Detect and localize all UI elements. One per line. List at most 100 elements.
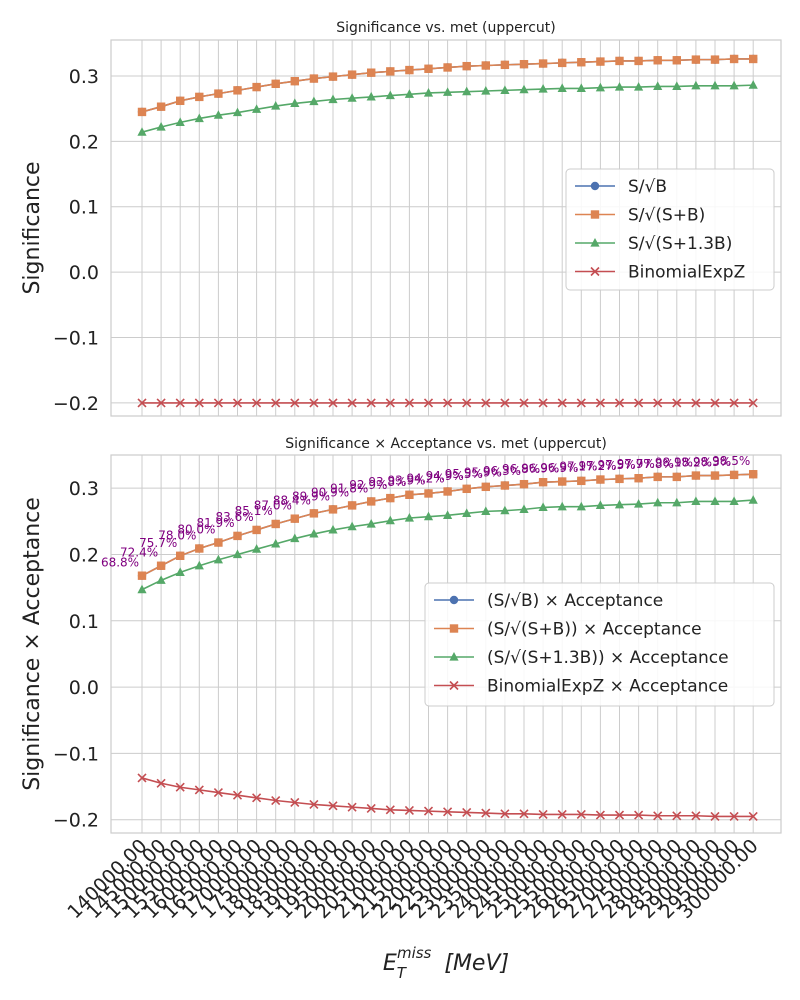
acceptance-label: 88.4%	[273, 493, 311, 507]
acceptance-label: 97.1%	[559, 460, 597, 474]
acceptance-label: 98.2%	[674, 456, 712, 470]
data-point	[175, 398, 185, 408]
data-point	[595, 82, 605, 92]
data-point	[653, 56, 662, 65]
data-point	[672, 398, 682, 408]
y-axis-label: Significance	[20, 161, 45, 294]
y-axis-label: Significance × Acceptance	[20, 497, 45, 791]
data-point	[634, 398, 644, 408]
data-point	[615, 56, 624, 66]
data-point	[404, 398, 414, 408]
data-point	[538, 502, 548, 511]
data-point	[462, 398, 472, 408]
axes-frame	[110, 39, 782, 417]
data-point	[366, 803, 376, 814]
data-point	[176, 96, 185, 106]
data-point	[595, 810, 605, 820]
data-point	[596, 475, 605, 484]
y-tick-label: 0.3	[69, 478, 99, 500]
data-point	[156, 121, 166, 131]
data-point	[252, 544, 262, 553]
data-point	[271, 795, 281, 806]
data-point	[577, 476, 586, 486]
data-point	[290, 76, 299, 86]
data-point	[328, 801, 338, 811]
data-point	[213, 787, 223, 798]
data-point	[309, 96, 319, 106]
legend-marker	[449, 652, 459, 661]
data-point	[500, 60, 510, 70]
data-point	[328, 524, 338, 534]
data-point	[194, 785, 204, 795]
data-point	[194, 113, 204, 123]
data-point	[481, 61, 490, 70]
acceptance-label: 96.3%	[483, 464, 521, 478]
data-point	[366, 91, 376, 101]
data-point	[749, 470, 758, 479]
acceptance-label: 87.0%	[254, 499, 292, 513]
y-tick-label: 0.0	[69, 262, 99, 284]
data-point	[195, 544, 204, 553]
data-point	[729, 54, 739, 64]
y-tick-label: 0.3	[69, 66, 99, 88]
data-point	[634, 82, 644, 91]
acceptance-label: 95.9%	[464, 466, 502, 480]
acceptance-label: 94.2%	[407, 471, 445, 485]
y-tick-label: −0.1	[53, 743, 99, 765]
acceptance-label: 90.9%	[311, 485, 349, 499]
acceptance-label: 96.8%	[502, 462, 540, 476]
data-point	[710, 398, 720, 408]
y-tick-label: 0.1	[69, 197, 99, 219]
acceptance-label: 93.9%	[387, 473, 425, 487]
data-point	[691, 55, 701, 64]
x-label-sub: T	[397, 964, 408, 982]
data-point	[405, 65, 414, 75]
acceptance-label: 72.4%	[120, 546, 158, 560]
y-tick-label: −0.2	[53, 393, 99, 415]
data-point	[156, 398, 166, 408]
data-point	[385, 90, 395, 100]
data-point	[558, 477, 567, 486]
data-point	[691, 496, 701, 506]
data-point	[366, 518, 376, 528]
data-point	[576, 501, 586, 511]
data-point	[653, 472, 662, 482]
acceptance-label: 98.5%	[712, 454, 750, 468]
data-point	[176, 551, 185, 560]
data-point	[404, 513, 414, 522]
data-point	[577, 58, 586, 67]
acceptance-label: 95.5%	[445, 467, 483, 481]
data-point	[481, 482, 490, 492]
data-point	[309, 398, 319, 408]
data-point	[271, 398, 281, 408]
data-point	[137, 398, 147, 408]
data-point	[232, 549, 243, 559]
axes-frame	[110, 454, 782, 834]
data-point	[366, 398, 376, 408]
legend-marker	[449, 624, 459, 633]
data-point	[328, 398, 338, 408]
acceptance-label: 78.0%	[158, 529, 196, 543]
data-point	[423, 806, 434, 816]
data-point	[672, 472, 681, 482]
data-point	[137, 584, 147, 594]
data-point	[271, 79, 280, 89]
data-point	[481, 398, 491, 408]
data-point	[156, 575, 166, 584]
data-point	[137, 773, 147, 783]
acceptance-label: 97.2%	[578, 459, 616, 473]
data-point	[462, 86, 472, 96]
data-point	[557, 398, 567, 408]
data-point	[653, 811, 663, 821]
acceptance-label: 97.8%	[636, 457, 674, 471]
data-point	[596, 57, 605, 66]
data-point	[500, 481, 510, 490]
data-point	[232, 107, 243, 117]
data-point	[232, 790, 243, 800]
data-point	[194, 398, 204, 408]
data-point	[481, 506, 491, 515]
data-point	[385, 805, 395, 815]
data-point	[481, 808, 491, 818]
data-point	[519, 504, 529, 513]
data-point	[729, 80, 739, 90]
